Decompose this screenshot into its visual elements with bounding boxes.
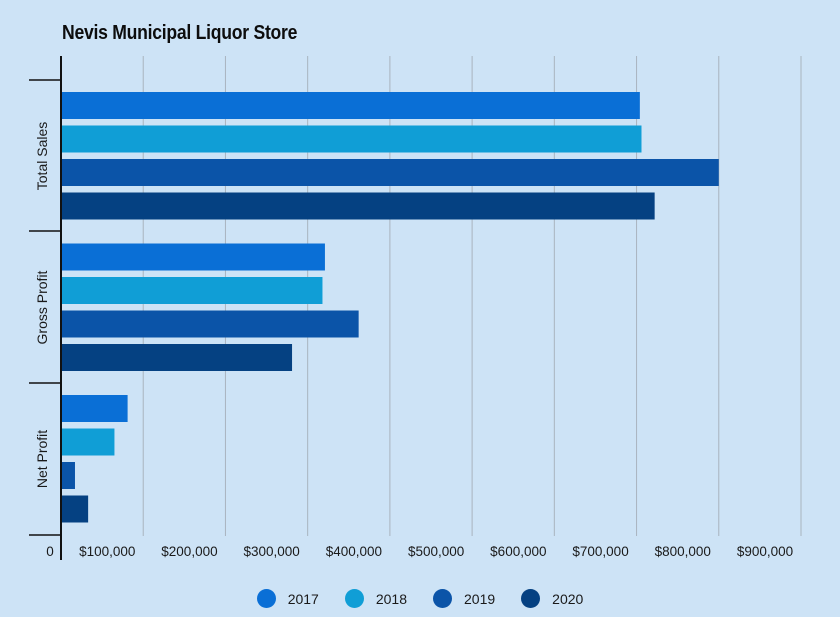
x-tick-labels: 0 $100,000 $200,000 $300,000 $400,000 $500,00… [46,544,793,559]
bar [61,310,359,338]
x-tick-label: $600,000 [490,544,546,559]
chart-title: Nevis Municipal Liquor Store [62,22,298,44]
category-label: Gross Profit [34,270,50,344]
bars [61,92,719,523]
legend-swatch [256,589,276,608]
legend-label: 2020 [552,590,584,607]
bar [61,462,75,489]
bar [61,243,325,271]
x-tick-label: $500,000 [408,544,464,559]
legend-swatch [433,589,452,608]
bar [61,125,642,153]
x-tick-label: $800,000 [655,544,711,559]
legend-item: 2020 [521,589,583,608]
x-tick-label: $700,000 [572,544,628,559]
legend-item: 2017 [256,589,319,608]
legend: 2017 2018 2019 2020 [0,589,840,608]
legend-label: 2017 [287,590,319,607]
bar [61,192,655,220]
bar [61,92,640,119]
bar [61,344,293,371]
x-tick-label: $900,000 [737,544,793,559]
category-label: Total Sales [34,122,50,190]
x-tick-label: $100,000 [79,544,135,559]
legend-label: 2018 [375,590,407,607]
category-label: Net Profit [34,430,50,488]
x-tick-label: $300,000 [244,544,300,559]
bar [61,495,89,523]
bar [61,428,115,456]
x-tick-label: 0 [46,544,54,559]
x-tick-label: $400,000 [326,544,382,559]
bar [61,395,128,422]
x-tick-label: $200,000 [161,544,217,559]
legend-item: 2018 [344,589,407,608]
axes [29,56,62,560]
bar [61,159,719,186]
legend-swatch [521,589,541,608]
category-labels: Total Sales Gross Profit Net Profit [34,122,50,488]
bar [61,277,323,304]
legend-swatch [344,589,364,608]
legend-label: 2019 [464,590,496,607]
legend-item: 2019 [433,589,495,608]
